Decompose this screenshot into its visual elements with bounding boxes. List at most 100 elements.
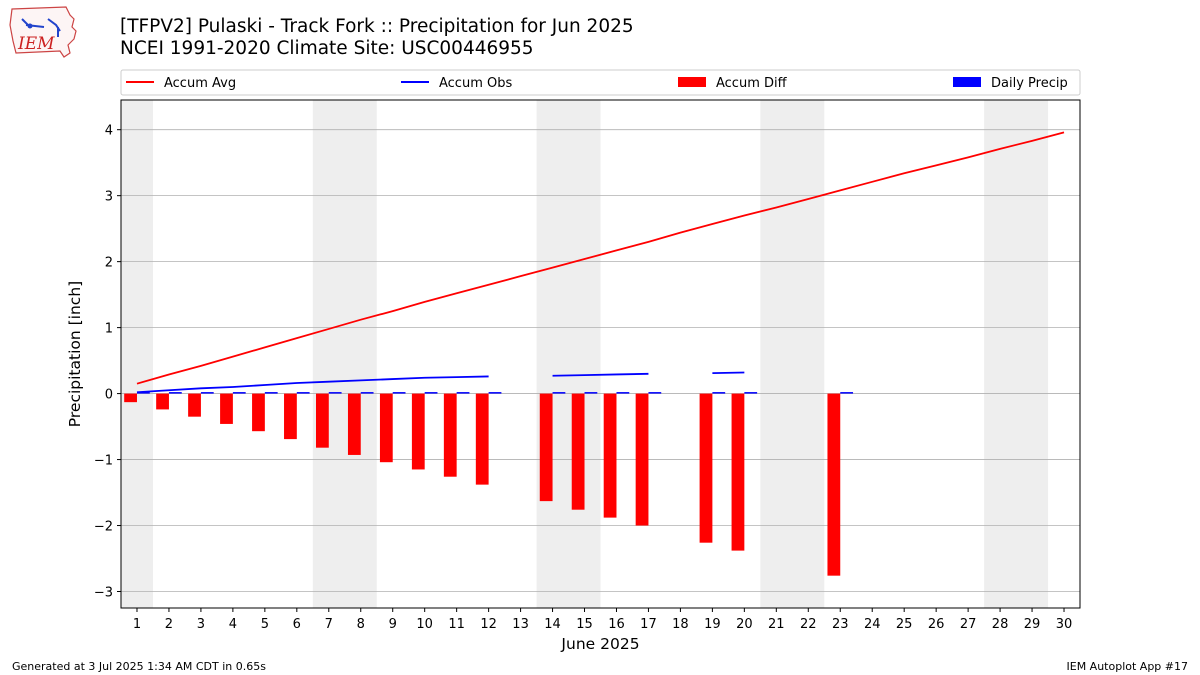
legend-swatch-3 [953, 77, 981, 87]
x-tick-label: 23 [832, 617, 849, 632]
accum-diff-bar [315, 393, 329, 448]
accum-diff-bar [188, 393, 201, 417]
accum-diff-bar [539, 393, 553, 502]
daily-precip-bar [136, 392, 150, 394]
x-tick-label: 10 [416, 617, 433, 632]
chart-title: [TFPV2] Pulaski - Track Fork :: Precipit… [120, 16, 634, 60]
legend-label-2: Accum Diff [716, 76, 788, 91]
y-tick-label: −3 [94, 586, 113, 601]
accum-avg-line [136, 131, 1065, 385]
legend-label-3: Daily Precip [991, 76, 1068, 91]
x-tick-label: 21 [768, 617, 785, 632]
accum-diff-bar [284, 393, 297, 440]
accum-diff-bar [347, 393, 361, 455]
x-axis-label: June 2025 [560, 635, 639, 653]
daily-precip-bar [616, 392, 630, 394]
x-tick-label: 18 [672, 617, 689, 632]
x-tick-label: 2 [165, 617, 173, 632]
daily-precip-bar [328, 392, 342, 394]
accum-obs-line [136, 375, 489, 394]
legend-swatch-2 [678, 77, 706, 87]
iem-logo: IEM [9, 6, 77, 58]
x-tick-label: 16 [608, 617, 625, 632]
y-axis-label: Precipitation [inch] [66, 281, 84, 427]
daily-precip-bar [360, 392, 374, 394]
weekend-band-1 [312, 100, 377, 608]
footer-app-text: IEM Autoplot App #17 [1066, 660, 1189, 673]
y-gridlines [121, 129, 1080, 592]
y-axis: −3 −2 −1 0 1 2 3 4 [94, 124, 121, 601]
x-tick-label: 4 [229, 617, 237, 632]
accum-diff-bar [124, 393, 137, 403]
accum-diff-bar [603, 393, 617, 518]
legend-box [120, 69, 1081, 96]
accum-diff-bar [571, 393, 585, 510]
accum-diff-bar [699, 393, 713, 543]
x-tick-label: 24 [864, 617, 881, 632]
x-tick-label: 8 [357, 617, 365, 632]
daily-precip-bar [296, 392, 310, 394]
chart-title-line1: [TFPV2] Pulaski - Track Fork :: Precipit… [120, 16, 634, 37]
x-tick-label: 9 [389, 617, 397, 632]
daily-precip-bar [744, 392, 758, 394]
x-tick-label: 28 [992, 617, 1009, 632]
accum-diff-bar [411, 393, 425, 470]
weekend-band-2 [536, 100, 601, 608]
x-tick-label: 25 [896, 617, 913, 632]
accum-lines [136, 131, 1065, 394]
chart-title-line2: NCEI 1991-2020 Climate Site: USC00446955 [120, 38, 534, 59]
x-tick-label: 17 [640, 617, 657, 632]
legend-label-0: Accum Avg [164, 76, 236, 91]
accum-diff-bar [252, 393, 265, 432]
daily-precip-bar [712, 392, 726, 394]
y-tick-label: −2 [94, 520, 113, 535]
x-tick-label: 13 [512, 617, 529, 632]
x-tick-label: 20 [736, 617, 753, 632]
x-tick-label: 12 [480, 617, 497, 632]
daily-precip-bar [392, 392, 406, 394]
x-tick-label: 5 [261, 617, 269, 632]
weather-symbol-icon [21, 18, 61, 37]
accum-diff-bar [731, 393, 745, 551]
footer-generated-text: Generated at 3 Jul 2025 1:34 AM CDT in 0… [12, 660, 266, 673]
x-tick-label: 3 [197, 617, 205, 632]
y-tick-label: −1 [94, 454, 113, 469]
x-tick-label: 27 [960, 617, 977, 632]
x-tick-label: 7 [325, 617, 333, 632]
x-axis: 1 2 3 4 5 6 7 8 9 10 11 12 13 14 15 16 17 18 19 20 21 22 23 24 2… [133, 608, 1072, 632]
x-tick-label: 6 [293, 617, 301, 632]
x-tick-label: 26 [928, 617, 945, 632]
x-tick-label: 22 [800, 617, 817, 632]
weekend-shading [121, 100, 1049, 608]
x-tick-label: 14 [544, 617, 561, 632]
daily-precip-bar [168, 392, 182, 394]
legend-label-1: Accum Obs [439, 76, 512, 91]
daily-precip-bar [456, 392, 470, 394]
weekend-band-0 [121, 100, 153, 608]
daily-precip-bar [840, 392, 854, 394]
accum-diff-bar [443, 393, 457, 477]
daily-precip-bar [200, 392, 214, 394]
accum-obs-line [712, 371, 745, 375]
daily-precip-bars [136, 392, 854, 394]
accum-diff-bar [475, 393, 489, 485]
station-dot-icon [27, 23, 33, 29]
legend: Accum Avg Accum Obs Accum Diff Daily Precip [120, 69, 1081, 96]
x-tick-label: 29 [1024, 617, 1041, 632]
accum-diff-bar [635, 393, 649, 526]
accum-obs-line [552, 372, 649, 377]
iowa-outline-icon [9, 6, 77, 58]
y-tick-label: 4 [105, 124, 113, 139]
accum-diff-bar [156, 393, 169, 410]
accum-diff-bar [379, 393, 393, 463]
x-tick-label: 30 [1056, 617, 1073, 632]
daily-precip-bar [648, 392, 662, 394]
daily-precip-bar [264, 392, 278, 394]
daily-precip-bar [232, 392, 246, 394]
logo-text: IEM [17, 34, 55, 54]
x-tick-label: 19 [704, 617, 721, 632]
y-tick-label: 3 [105, 190, 113, 205]
accum-diff-bars [124, 393, 841, 576]
y-tick-label: 2 [105, 256, 113, 271]
